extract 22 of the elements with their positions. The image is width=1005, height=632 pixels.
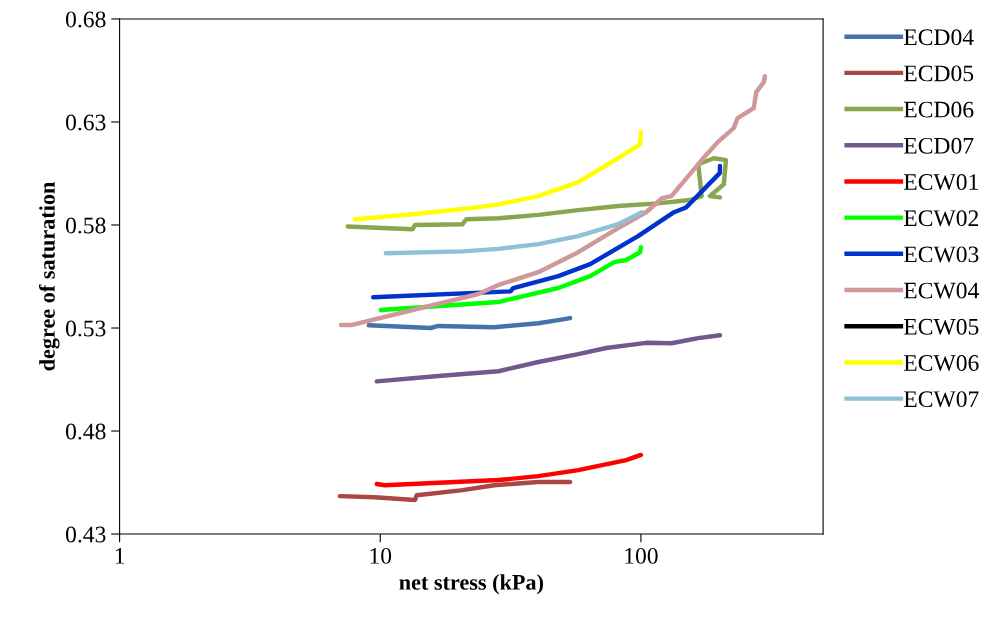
legend-label: ECD05 (903, 65, 974, 82)
y-axis-title: degree of saturation (38, 181, 60, 371)
y-tick-label: 0.53 (65, 320, 106, 337)
legend-label: ECW03 (903, 246, 979, 263)
y-tick-label: 0.43 (65, 526, 106, 543)
legend-label: ECW01 (903, 174, 978, 191)
legend-label: ECD06 (903, 101, 974, 118)
y-tick-label: 0.68 (65, 11, 106, 28)
legend-label: ECD04 (903, 29, 974, 46)
y-tick-label: 0.63 (65, 114, 106, 131)
x-axis-title: net stress (kPa) (399, 574, 543, 595)
x-tick-label: 1 (115, 548, 125, 564)
x-tick-label: 100 (625, 547, 658, 564)
x-tick-label: 10 (370, 547, 392, 564)
legend-label: ECD07 (903, 137, 974, 154)
legend-label: ECW07 (903, 391, 979, 408)
y-tick-label: 0.48 (65, 423, 106, 440)
legend-label: ECW02 (903, 210, 979, 227)
legend-label: ECW04 (903, 282, 979, 299)
legend-label: ECW05 (903, 318, 979, 335)
legend-label: ECW06 (903, 354, 979, 372)
y-tick-label: 0.58 (65, 217, 106, 234)
